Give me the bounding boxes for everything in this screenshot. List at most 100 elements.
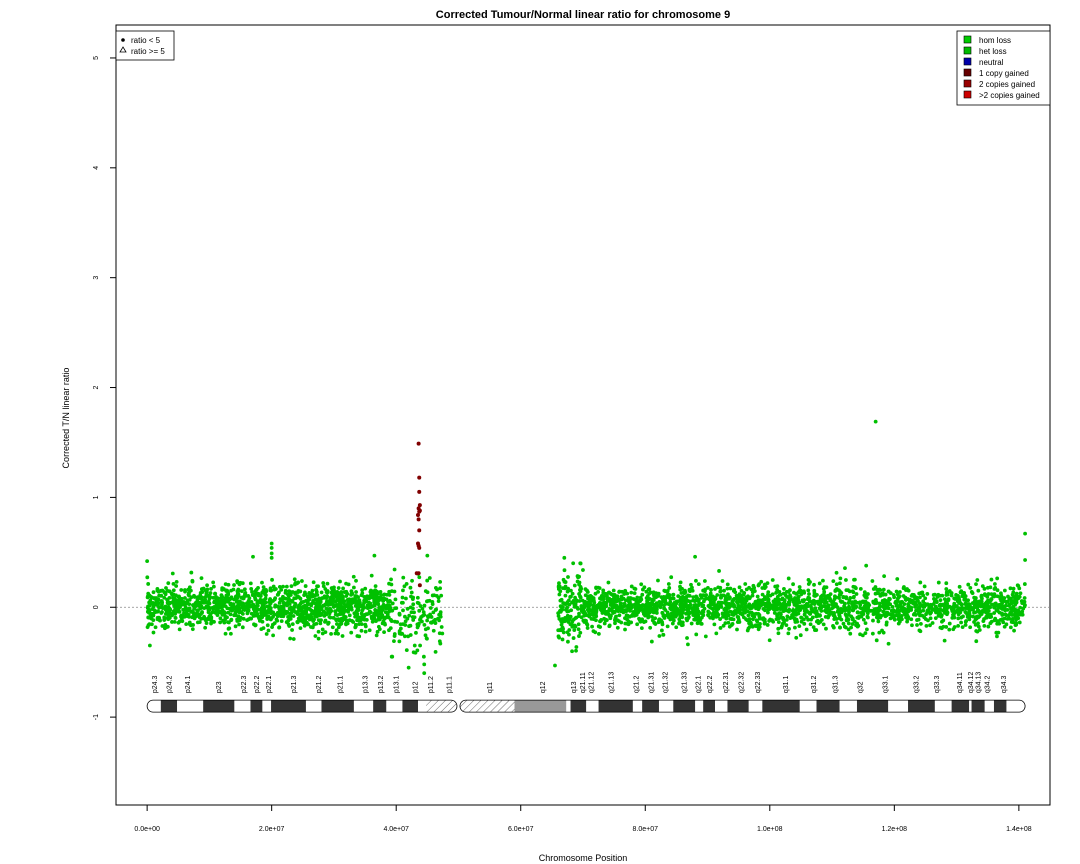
data-point [593, 630, 598, 635]
data-point [743, 582, 748, 586]
data-point [200, 587, 204, 592]
legend-swatch [963, 35, 972, 44]
data-point [177, 627, 182, 632]
data-point [787, 607, 792, 612]
data-point [755, 594, 760, 599]
data-point [311, 593, 315, 598]
data-point [226, 610, 231, 615]
data-point [834, 582, 839, 587]
data-point [942, 597, 947, 602]
data-point [1010, 617, 1015, 621]
data-point [956, 612, 961, 617]
q-arm-outline [459, 699, 1026, 713]
data-point [183, 596, 187, 600]
data-point [574, 645, 579, 649]
data-point [145, 575, 150, 580]
data-point [355, 618, 359, 623]
data-point [787, 601, 791, 606]
data-point [323, 630, 328, 634]
data-point [192, 595, 197, 599]
data-point [426, 615, 431, 620]
data-point [799, 604, 804, 609]
data-point [824, 626, 828, 631]
data-point [797, 585, 802, 589]
data-point [571, 599, 576, 604]
legend-label: >2 copies gained [979, 91, 1040, 100]
data-point [746, 613, 751, 618]
data-point [289, 584, 294, 589]
data-point [647, 591, 652, 596]
data-point [832, 613, 836, 618]
data-point [1018, 591, 1023, 596]
data-point [263, 592, 268, 597]
data-point [683, 595, 688, 600]
data-point [562, 579, 567, 584]
data-point [417, 503, 422, 508]
data-point [305, 615, 310, 620]
data-point [581, 610, 586, 615]
band-label: q12 [540, 681, 547, 693]
data-point [861, 617, 866, 622]
data-point [807, 592, 811, 596]
data-point [314, 606, 318, 611]
data-point [809, 606, 814, 611]
data-point [237, 622, 241, 627]
data-point [259, 615, 264, 620]
data-point [794, 635, 799, 640]
data-point [679, 614, 684, 618]
data-point [271, 584, 276, 589]
data-point [316, 598, 321, 603]
data-point [611, 588, 616, 593]
data-point [813, 606, 818, 611]
data-point [691, 595, 696, 600]
x-tick-label: 8.0e+07 [633, 826, 659, 833]
data-point [426, 626, 430, 631]
data-point [871, 618, 875, 623]
data-point [393, 619, 397, 624]
data-point [242, 587, 247, 592]
data-point [749, 610, 754, 615]
data-point [801, 599, 806, 604]
data-point [928, 623, 932, 628]
data-point [372, 591, 377, 596]
data-point [858, 586, 863, 591]
data-point [203, 625, 208, 630]
data-point [613, 604, 618, 609]
data-point [739, 588, 744, 593]
data-point [339, 601, 343, 606]
data-point [667, 586, 672, 590]
data-point [721, 615, 725, 619]
data-point [617, 590, 622, 594]
data-point [744, 597, 749, 602]
data-point [793, 625, 797, 630]
band-label: p24.2 [166, 676, 173, 694]
data-point [853, 599, 858, 604]
data-point [273, 596, 278, 601]
data-point [183, 601, 188, 605]
data-point [560, 637, 565, 642]
data-point [425, 618, 430, 623]
data-point [959, 620, 964, 625]
data-point [585, 626, 590, 630]
data-point [349, 602, 353, 607]
data-point [363, 622, 368, 627]
dark-band [250, 700, 263, 713]
data-point [831, 600, 836, 605]
data-point [812, 588, 817, 593]
data-point [392, 639, 396, 644]
data-point [785, 614, 790, 619]
data-point [1022, 596, 1027, 600]
data-point [155, 615, 160, 620]
data-point [417, 608, 422, 613]
data-point [863, 595, 868, 599]
data-point [920, 613, 925, 618]
data-point [951, 612, 955, 617]
data-point [654, 601, 659, 606]
data-point [174, 579, 179, 584]
data-point [278, 606, 283, 611]
data-point [916, 617, 921, 622]
data-point [680, 623, 685, 627]
data-point [561, 630, 566, 635]
band-label: q31.1 [783, 676, 790, 694]
data-point [645, 601, 650, 606]
